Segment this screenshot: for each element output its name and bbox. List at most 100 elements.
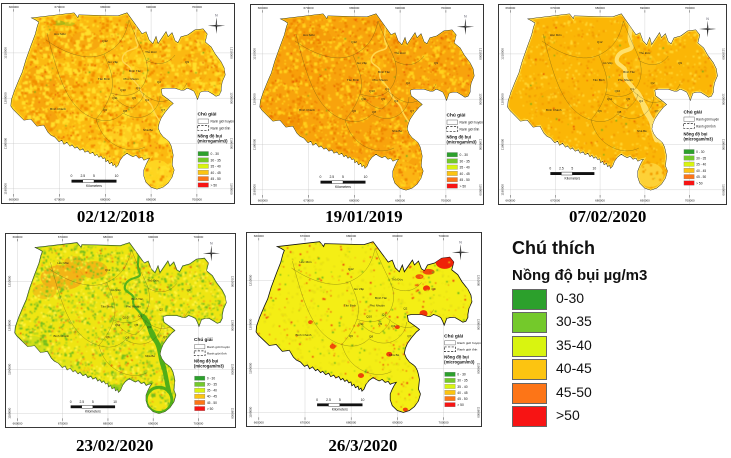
svg-text:700000: 700000	[192, 5, 202, 9]
svg-text:2.5: 2.5	[326, 398, 331, 402]
svg-text:690000: 690000	[146, 5, 156, 9]
svg-text:Phú Nhuận: Phú Nhuận	[372, 78, 387, 82]
svg-text:0: 0	[71, 174, 73, 178]
svg-text:45 - 50: 45 - 50	[457, 397, 468, 401]
svg-text:Ranh giới huyện: Ranh giới huyện	[457, 341, 481, 345]
svg-text:Bình Tân: Bình Tân	[375, 296, 388, 300]
svg-text:0: 0	[316, 398, 318, 402]
svg-text:680000: 680000	[103, 422, 113, 426]
svg-text:Q6: Q6	[349, 334, 353, 338]
svg-text:690000: 690000	[148, 422, 158, 426]
svg-text:40 - 45: 40 - 45	[457, 391, 468, 395]
svg-text:Q6: Q6	[598, 109, 602, 113]
svg-text:10: 10	[113, 400, 117, 404]
svg-text:680000: 680000	[100, 198, 110, 202]
svg-text:Q2: Q2	[159, 308, 163, 312]
svg-text:0 - 30: 0 - 30	[696, 150, 704, 154]
svg-text:Q9: Q9	[187, 288, 191, 292]
svg-text:670000: 670000	[550, 6, 560, 10]
svg-text:35 - 40: 35 - 40	[211, 165, 221, 169]
svg-text:(microgam/m3): (microgam/m3)	[447, 140, 478, 145]
svg-text:0 - 30: 0 - 30	[457, 373, 466, 377]
svg-text:1180000: 1180000	[500, 184, 504, 196]
svg-text:Tân Bình: Tân Bình	[344, 304, 357, 308]
svg-text:0: 0	[549, 166, 551, 170]
svg-text:660000: 660000	[9, 5, 19, 9]
svg-text:1190000: 1190000	[3, 137, 7, 149]
svg-text:35 - 40: 35 - 40	[207, 389, 217, 393]
svg-text:40 - 45: 40 - 45	[211, 171, 221, 175]
svg-text:45 - 50: 45 - 50	[696, 175, 706, 179]
svg-text:40 - 45: 40 - 45	[696, 169, 706, 173]
svg-text:1210000: 1210000	[722, 48, 726, 60]
svg-text:Gò Vấp: Gò Vấp	[357, 61, 368, 65]
svg-text:690000: 690000	[392, 234, 402, 238]
svg-text:1180000: 1180000	[479, 184, 483, 196]
svg-text:Q12: Q12	[351, 40, 357, 44]
svg-text:Q11: Q11	[112, 96, 118, 100]
svg-text:680000: 680000	[595, 199, 605, 203]
svg-text:690000: 690000	[395, 199, 405, 203]
svg-text:Q8: Q8	[123, 109, 127, 113]
svg-text:670000: 670000	[58, 235, 68, 239]
svg-text:(microgam/m3): (microgam/m3)	[444, 360, 475, 365]
svg-text:Q12: Q12	[348, 267, 354, 271]
svg-text:670000: 670000	[58, 422, 68, 426]
svg-text:700000: 700000	[685, 6, 695, 10]
svg-text:35 - 40: 35 - 40	[460, 166, 470, 170]
svg-text:Bình Tân: Bình Tân	[378, 70, 390, 74]
svg-text:680000: 680000	[103, 235, 113, 239]
svg-text:Q11: Q11	[607, 97, 613, 101]
svg-text:Q7: Q7	[407, 334, 411, 338]
svg-text:45 - 50: 45 - 50	[211, 177, 221, 181]
svg-text:Q9: Q9	[434, 61, 438, 65]
svg-text:Chú giải: Chú giải	[683, 109, 701, 115]
svg-text:Thủ Đức: Thủ Đức	[391, 278, 403, 282]
svg-text:1190000: 1190000	[476, 363, 480, 374]
svg-text:35 - 40: 35 - 40	[696, 163, 706, 167]
svg-text:660000: 660000	[506, 6, 516, 10]
svg-text:Tân Bình: Tân Bình	[593, 78, 605, 82]
svg-text:Q6: Q6	[103, 108, 107, 112]
svg-text:Q10: Q10	[369, 89, 375, 93]
svg-text:1200000: 1200000	[230, 92, 234, 104]
svg-text:Ranh giới huyện: Ranh giới huyện	[207, 345, 230, 349]
svg-text:Q10: Q10	[123, 315, 129, 319]
svg-text:660000: 660000	[258, 199, 268, 203]
svg-text:1190000: 1190000	[230, 138, 234, 150]
svg-text:1180000: 1180000	[722, 184, 726, 196]
svg-text:30 - 35: 30 - 35	[207, 383, 217, 387]
svg-text:0: 0	[70, 400, 72, 404]
svg-text:(microgam/m3): (microgam/m3)	[198, 139, 229, 144]
svg-text:Ranh giới huyện: Ranh giới huyện	[460, 121, 484, 125]
svg-text:5: 5	[342, 175, 344, 179]
svg-text:700000: 700000	[193, 235, 203, 239]
svg-text:Hóc Môn: Hóc Môn	[550, 33, 562, 37]
svg-text:1210000: 1210000	[500, 48, 504, 60]
svg-text:670000: 670000	[300, 421, 310, 425]
svg-text:1200000: 1200000	[476, 319, 480, 331]
svg-text:> 50: > 50	[457, 403, 464, 407]
svg-text:N: N	[459, 241, 462, 245]
svg-text:Q12: Q12	[102, 39, 108, 43]
svg-text:Nhà Bè: Nhà Bè	[143, 128, 153, 132]
svg-text:Gò Vấp: Gò Vấp	[603, 61, 613, 65]
svg-text:670000: 670000	[54, 198, 64, 202]
svg-text:Q1: Q1	[385, 87, 389, 91]
svg-text:(microgam/m3): (microgam/m3)	[683, 136, 713, 141]
svg-text:0 - 30: 0 - 30	[207, 377, 216, 381]
svg-text:660000: 660000	[13, 422, 23, 426]
svg-text:2.5: 2.5	[79, 400, 84, 404]
svg-text:Phú Nhuận: Phú Nhuận	[618, 78, 633, 82]
svg-text:Q2: Q2	[403, 307, 407, 311]
svg-text:Bình Chánh: Bình Chánh	[546, 108, 562, 112]
svg-text:Q5: Q5	[626, 97, 630, 101]
svg-text:Q8: Q8	[372, 110, 376, 114]
svg-text:Q2: Q2	[157, 80, 161, 84]
svg-text:Q1: Q1	[136, 86, 140, 90]
svg-text:Tân Bình: Tân Bình	[98, 77, 111, 81]
svg-text:Hóc Môn: Hóc Môn	[57, 261, 69, 265]
svg-text:Ranh giới huyện: Ranh giới huyện	[696, 118, 719, 122]
svg-text:1210000: 1210000	[230, 47, 234, 59]
svg-text:Chú giải: Chú giải	[444, 333, 463, 339]
